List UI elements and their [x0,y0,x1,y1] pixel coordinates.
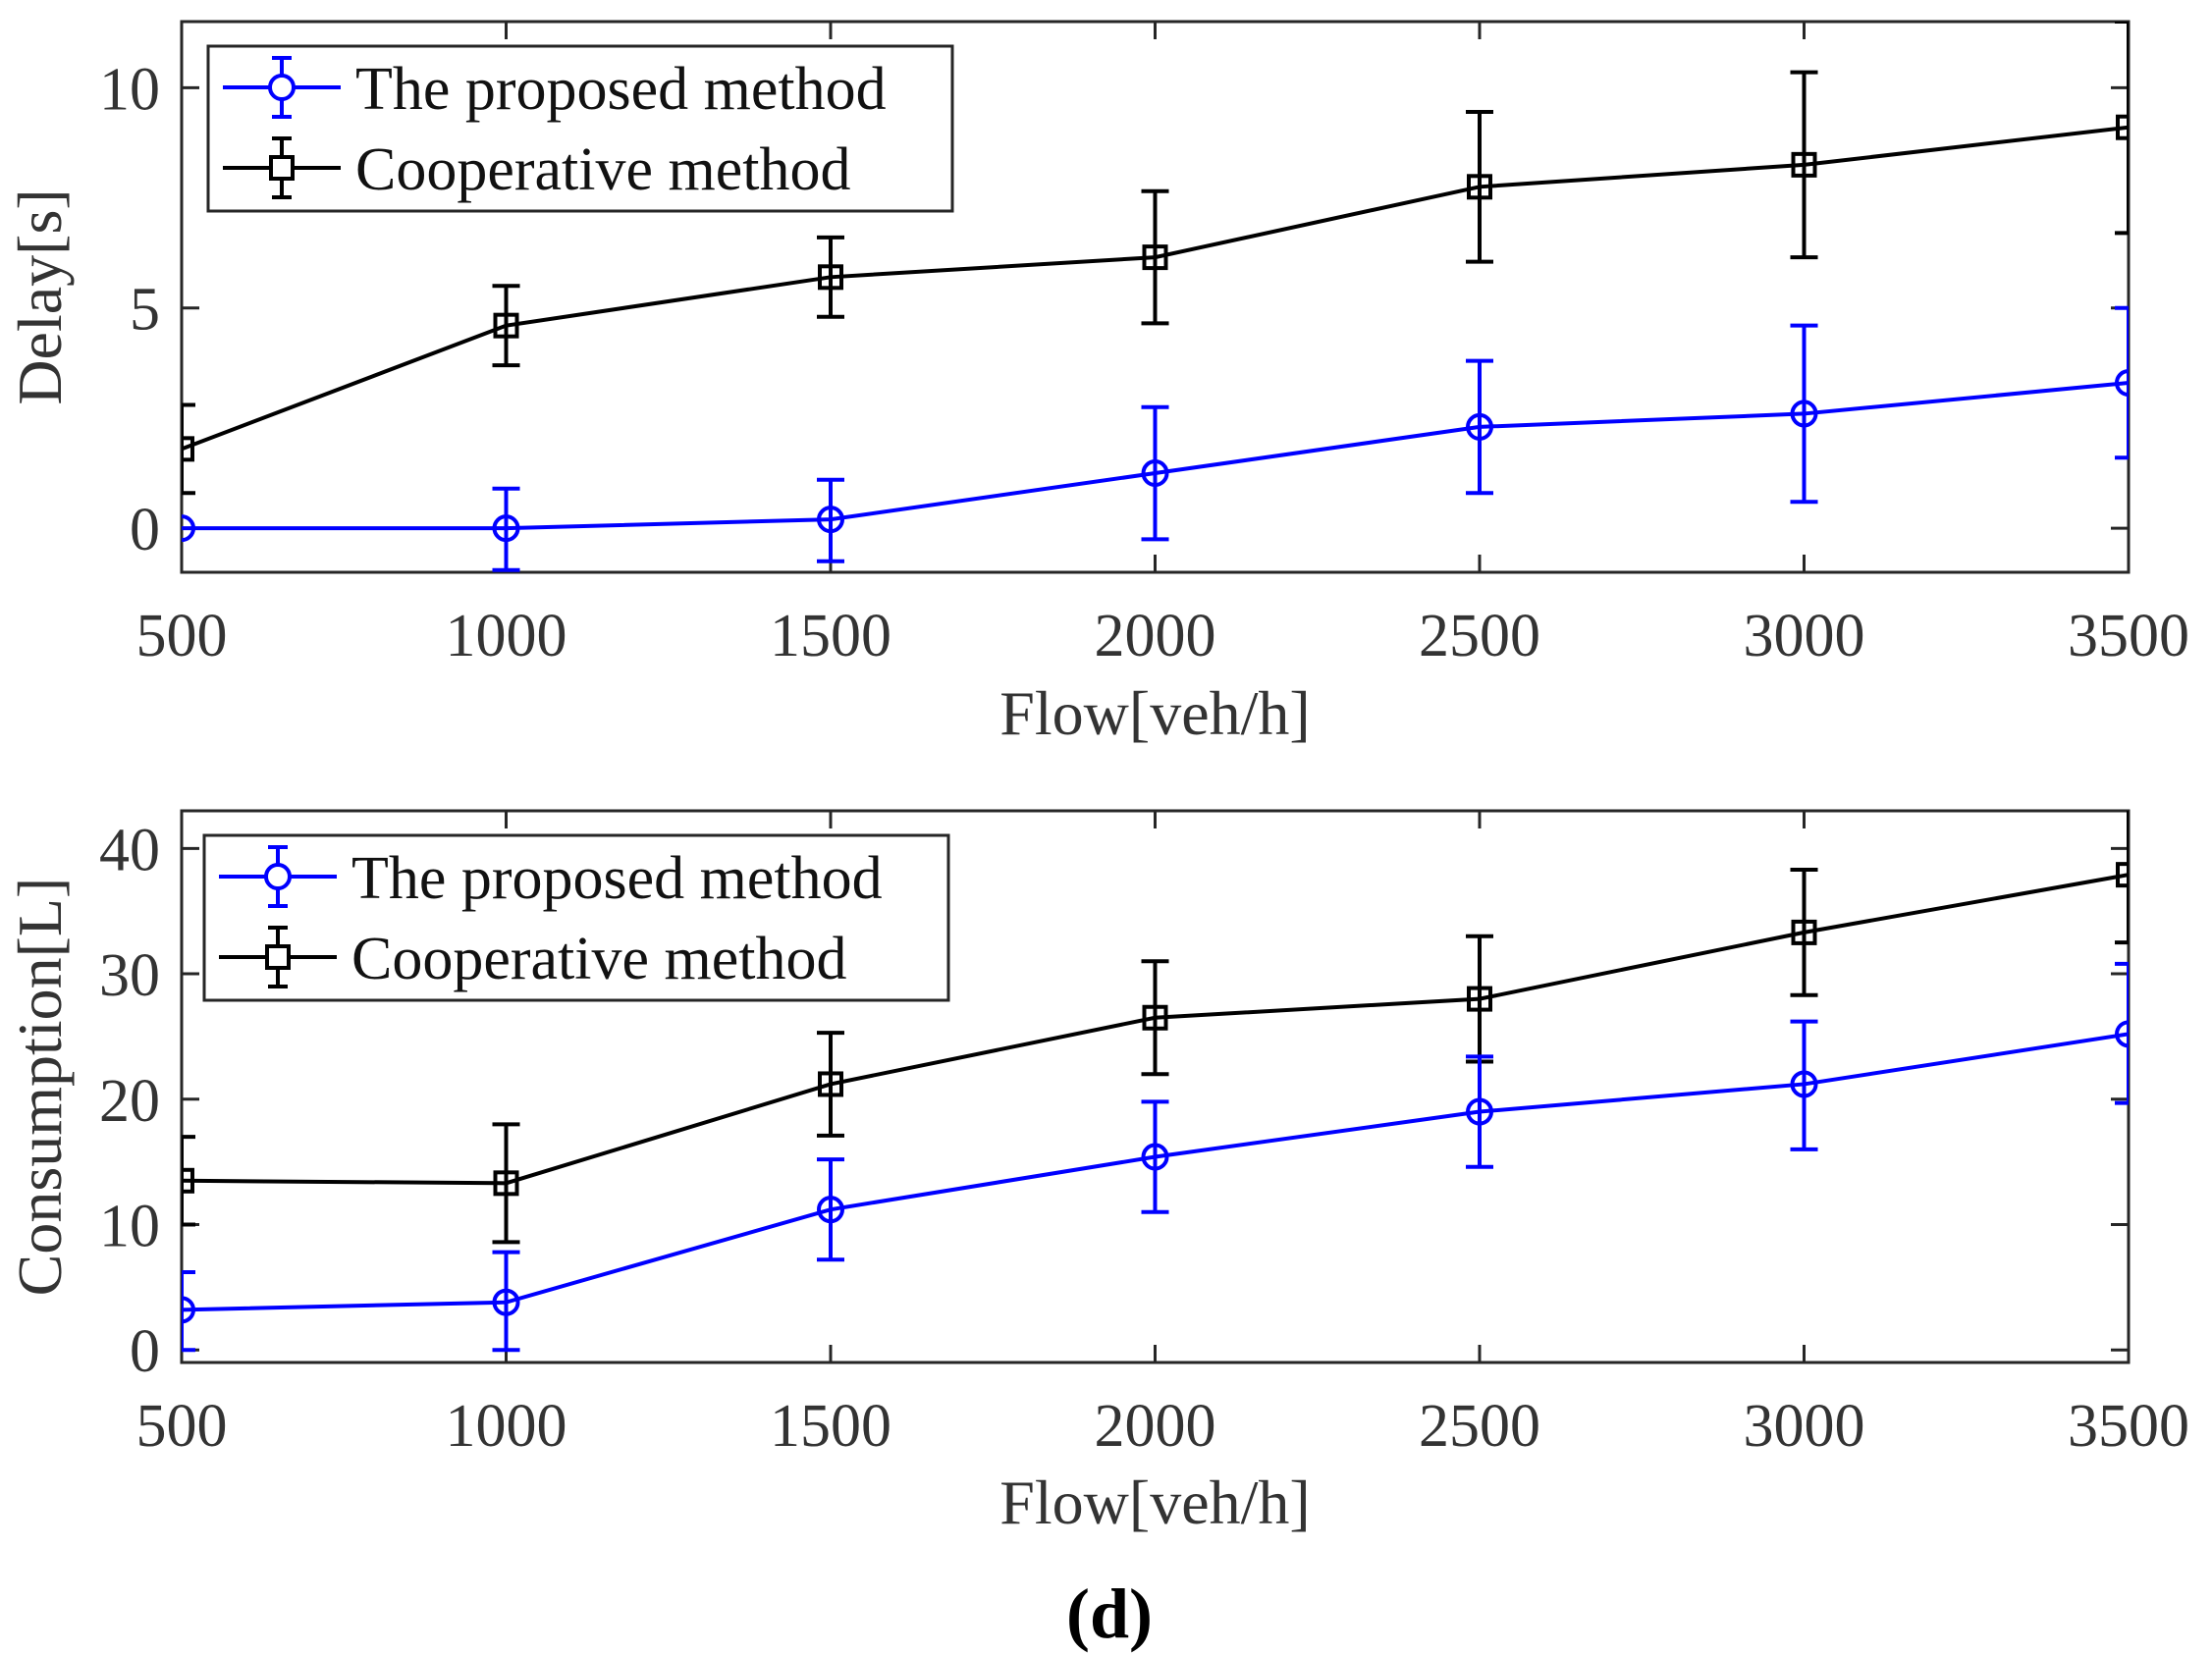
x-tick-label: 500 [136,603,228,669]
data-point [492,1288,520,1316]
legend-marker-proposed [264,863,292,890]
y-tick-label: 5 [130,277,160,344]
x-tick-label: 2500 [1419,1393,1540,1460]
data-point [1466,412,1493,441]
data-point [493,1170,519,1197]
x-tick-label: 2000 [1095,603,1216,669]
series-cooperative [182,22,2129,496]
legend-marker-cooperative [265,944,291,970]
y-tick-label: 0 [130,1318,160,1385]
data-point [818,264,843,291]
x-tick-label: 1000 [446,1393,567,1460]
data-point [2115,1020,2129,1048]
legend-box [202,833,950,1002]
data-point [1790,1070,1818,1098]
data-point [1790,400,1818,428]
x-tick-label: 3500 [2068,1393,2189,1460]
consumption-chart: 500 1000 1500 2000 2500 3000 3500 0 10 20 30 40 Flow… [5,809,2189,1537]
data-point [818,1071,843,1097]
legend: The proposed method Cooperative method [206,44,954,213]
series-cooperative [182,811,2129,1245]
y-tick-label: 10 [99,1194,160,1260]
data-point [182,1167,194,1194]
x-tick-label: 500 [136,1393,228,1460]
x-tick-label: 3500 [2068,603,2189,669]
y-axis-label: Consumption[L] [5,878,75,1297]
legend-label-cooperative: Cooperative method [351,926,846,992]
y-tick-label: 40 [99,817,160,883]
delay-chart: 500 1000 1500 2000 2500 3000 3500 0 5 10 Flow[veh/… [5,20,2189,748]
legend-label-proposed: The proposed method [355,56,887,123]
data-point [2115,369,2129,398]
data-point [817,1196,844,1224]
data-point [1791,151,1817,178]
y-tick-label: 20 [99,1068,160,1135]
data-point [493,312,519,339]
data-point [817,506,844,534]
series-proposed [182,961,2129,1353]
x-tick-label: 3000 [1744,1393,1865,1460]
legend: The proposed method Cooperative method [202,833,950,1002]
data-point [1467,174,1492,200]
data-point [1142,1004,1168,1031]
y-tick-label: 10 [99,56,160,123]
data-point [2116,862,2129,888]
y-tick-label: 0 [130,497,160,563]
legend-box [206,44,954,213]
legend-marker-proposed [268,74,296,101]
data-point [182,1296,195,1324]
x-tick-label: 2000 [1095,1393,1216,1460]
x-tick-label: 1500 [770,1393,891,1460]
data-point [1142,244,1168,271]
x-tick-label: 1000 [446,603,567,669]
data-point [182,514,195,543]
data-point [1466,1097,1493,1126]
data-point [1467,986,1492,1012]
x-tick-label: 2500 [1419,603,1540,669]
y-tick-label: 30 [99,942,160,1009]
figure-label: (d) [1066,1575,1153,1653]
x-tick-label: 1500 [770,603,891,669]
data-point [492,514,520,543]
x-axis-label: Flow[veh/h] [999,678,1310,748]
data-point [2116,114,2129,140]
x-tick-label: 3000 [1744,603,1865,669]
data-point [1141,459,1169,488]
x-axis-label: Flow[veh/h] [999,1468,1310,1537]
data-point [182,436,194,462]
series-proposed [182,305,2129,572]
y-axis-label: Delay[s] [5,188,75,404]
data-point [1141,1143,1169,1171]
legend-label-proposed: The proposed method [351,845,883,912]
legend-marker-cooperative [269,155,295,181]
legend-label-cooperative: Cooperative method [355,136,850,203]
data-point [1791,919,1817,945]
